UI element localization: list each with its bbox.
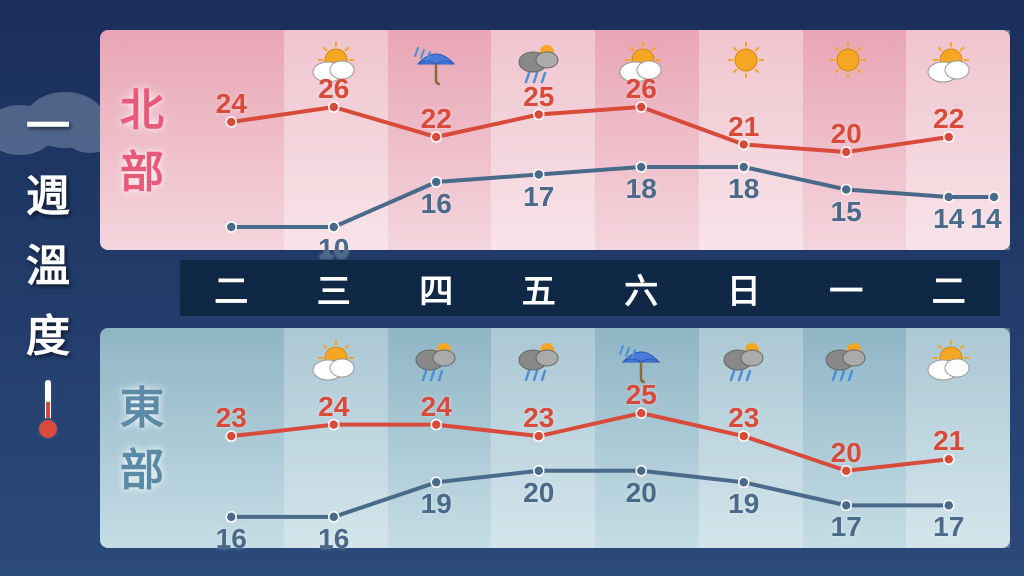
day-cell: 五 [488, 260, 591, 316]
temp-high-label: 26 [626, 73, 657, 105]
temp-high-label: 25 [626, 379, 657, 411]
day-cell: 一 [795, 260, 898, 316]
region-label-south: 東 部 [112, 378, 172, 501]
temp-high-label: 23 [523, 402, 554, 434]
weather-icon-cell [283, 334, 386, 390]
temp-low-label: 16 [216, 523, 247, 555]
temp-low-label: 18 [728, 173, 759, 205]
temp-high-label: 20 [831, 118, 862, 150]
title-char: 週 [26, 160, 70, 224]
line-svg [180, 92, 1000, 242]
south-panel: 東 部 23242423252320211616192020191717 [100, 328, 1010, 548]
temp-low-label: 16 [421, 188, 452, 220]
temp-low-label: 18 [626, 173, 657, 205]
temp-low-label: 20 [523, 477, 554, 509]
weather-icon-cell [385, 36, 488, 92]
temp-high-label: 26 [318, 73, 349, 105]
region-char: 東 [120, 378, 164, 440]
region-char: 部 [120, 142, 164, 204]
title-char: 溫 [26, 230, 70, 294]
temp-low-label: 17 [831, 511, 862, 543]
weather-icon-cell [795, 334, 898, 390]
chart-south: 23242423252320211616192020191717 [180, 328, 1000, 548]
day-row: 二三四五六日一二 [180, 260, 1000, 316]
weather-icon-cell [898, 334, 1001, 390]
temp-low-label: 14 [970, 203, 1001, 235]
weather-icon-cell [693, 36, 796, 92]
day-cell: 三 [283, 260, 386, 316]
region-char: 北 [120, 80, 164, 142]
rain-clouds-icon [408, 338, 464, 386]
temp-low-label: 14 [933, 203, 964, 235]
weather-icon-cell [385, 334, 488, 390]
rain-umbrella-icon [408, 40, 464, 88]
temp-high-label: 24 [318, 391, 349, 423]
title-char: 度 [26, 300, 70, 364]
rain-clouds-icon [818, 338, 874, 386]
temp-high-label: 23 [728, 402, 759, 434]
temp-low-label: 15 [831, 196, 862, 228]
thermometer-icon [33, 374, 63, 444]
temp-low-label: 17 [933, 511, 964, 543]
day-cell: 六 [590, 260, 693, 316]
temp-high-label: 21 [933, 425, 964, 457]
title-char: 一 [26, 90, 70, 154]
temp-high-label: 21 [728, 111, 759, 143]
region-char: 部 [120, 440, 164, 502]
line-area: 23242423252320211616192020191717 [180, 390, 1000, 540]
partly-cloudy-icon [921, 40, 977, 88]
temp-low-label: 20 [626, 477, 657, 509]
region-label-north: 北 部 [112, 80, 172, 203]
temp-high-label: 24 [216, 88, 247, 120]
sunny-icon [818, 40, 874, 88]
day-cell: 日 [693, 260, 796, 316]
temp-high-label: 20 [831, 437, 862, 469]
weather-icon-cell [180, 36, 283, 92]
day-cell: 二 [898, 260, 1001, 316]
temp-high-label: 22 [933, 103, 964, 135]
temp-low-label: 19 [421, 488, 452, 520]
temp-high-label: 24 [421, 391, 452, 423]
partly-cloudy-icon [921, 338, 977, 386]
temp-low-label: 19 [728, 488, 759, 520]
line-svg [180, 390, 1000, 540]
page-title: 一 週 溫 度 [18, 90, 78, 444]
chart-north: 24262225262120221016171818151414 [180, 30, 1000, 250]
temp-low-label: 17 [523, 181, 554, 213]
rain-clouds-icon [511, 338, 567, 386]
temp-high-label: 22 [421, 103, 452, 135]
icon-row [180, 36, 1000, 92]
day-cell: 四 [385, 260, 488, 316]
rain-clouds-icon [716, 338, 772, 386]
weather-icon-cell [693, 334, 796, 390]
weather-icon-cell [488, 334, 591, 390]
line-area: 24262225262120221016171818151414 [180, 92, 1000, 242]
temp-high-label: 23 [216, 402, 247, 434]
temp-low-label: 16 [318, 523, 349, 555]
sunny-icon [716, 40, 772, 88]
weather-icon-cell [898, 36, 1001, 92]
day-cell: 二 [180, 260, 283, 316]
north-panel: 北 部 24262225262120221016171818151414 [100, 30, 1010, 250]
temp-high-label: 25 [523, 81, 554, 113]
icon-row [180, 334, 1000, 390]
weather-icon-cell [180, 334, 283, 390]
partly-cloudy-icon [306, 338, 362, 386]
weather-icon-cell [795, 36, 898, 92]
